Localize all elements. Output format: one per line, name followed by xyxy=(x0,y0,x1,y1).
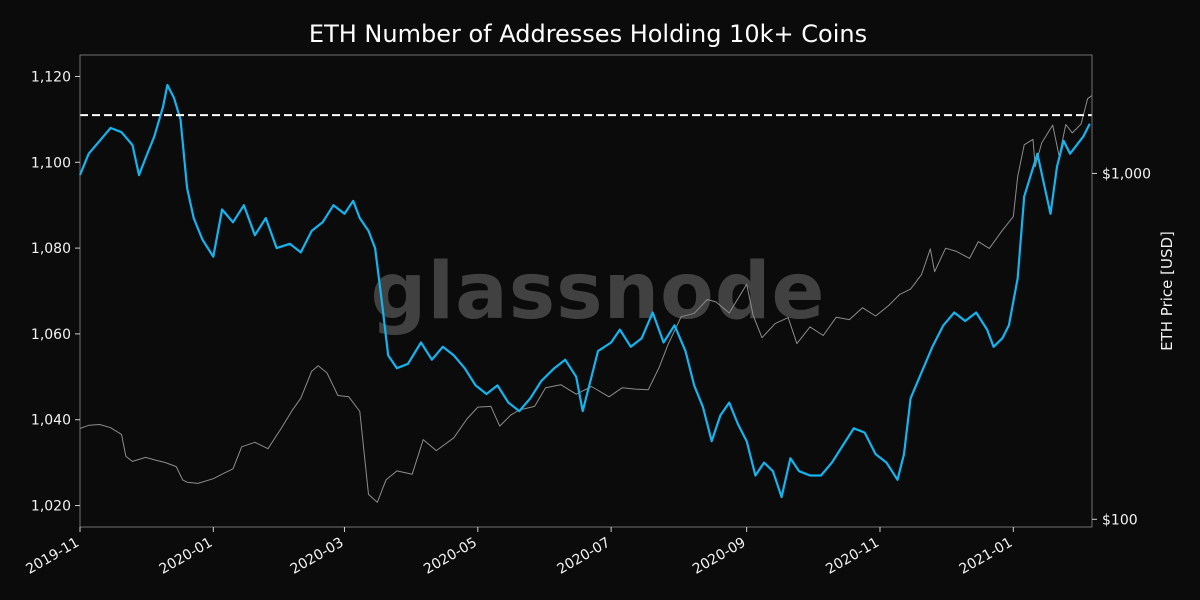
x-axis: 2019-11 2020-01 2020-03 2020-05 2020-07 2020-… xyxy=(23,527,1015,578)
y-left-tick-label: 1,120 xyxy=(31,69,71,85)
watermark: glassnode xyxy=(371,247,826,337)
y-axis-right: $100 $1,000 xyxy=(1092,166,1151,528)
chart-title: ETH Number of Addresses Holding 10k+ Coi… xyxy=(309,20,867,48)
addresses-series-layer xyxy=(78,83,1091,499)
y-left-tick-label: 1,020 xyxy=(31,499,71,515)
x-tick-label: 2020-11 xyxy=(823,535,882,578)
plot-frame xyxy=(79,54,1093,528)
y-left-tick-label: 1,080 xyxy=(31,241,71,257)
price-series-layer xyxy=(79,95,1093,503)
price-line xyxy=(79,95,1093,503)
y-left-tick-label: 1,040 xyxy=(31,413,71,429)
x-tick-label: 2020-03 xyxy=(288,535,347,578)
y-axis-right-label: ETH Price [USD] xyxy=(1158,231,1176,351)
addresses-line xyxy=(78,83,1091,499)
x-tick-label: 2020-07 xyxy=(554,535,613,578)
y-axis-left: 1,020 1,040 1,060 1,080 1,100 1,120 xyxy=(31,69,80,515)
x-tick-label: 2020-05 xyxy=(421,535,480,578)
y-right-tick-label: $1,000 xyxy=(1102,166,1151,182)
x-tick-label: 2019-11 xyxy=(23,535,82,578)
y-left-tick-label: 1,060 xyxy=(31,327,71,343)
y-left-tick-label: 1,100 xyxy=(31,155,71,171)
x-tick-label: 2021-01 xyxy=(957,535,1016,578)
y-right-tick-label: $100 xyxy=(1102,512,1138,528)
x-tick-label: 2020-09 xyxy=(690,535,749,578)
x-tick-label: 2020-01 xyxy=(157,535,216,578)
